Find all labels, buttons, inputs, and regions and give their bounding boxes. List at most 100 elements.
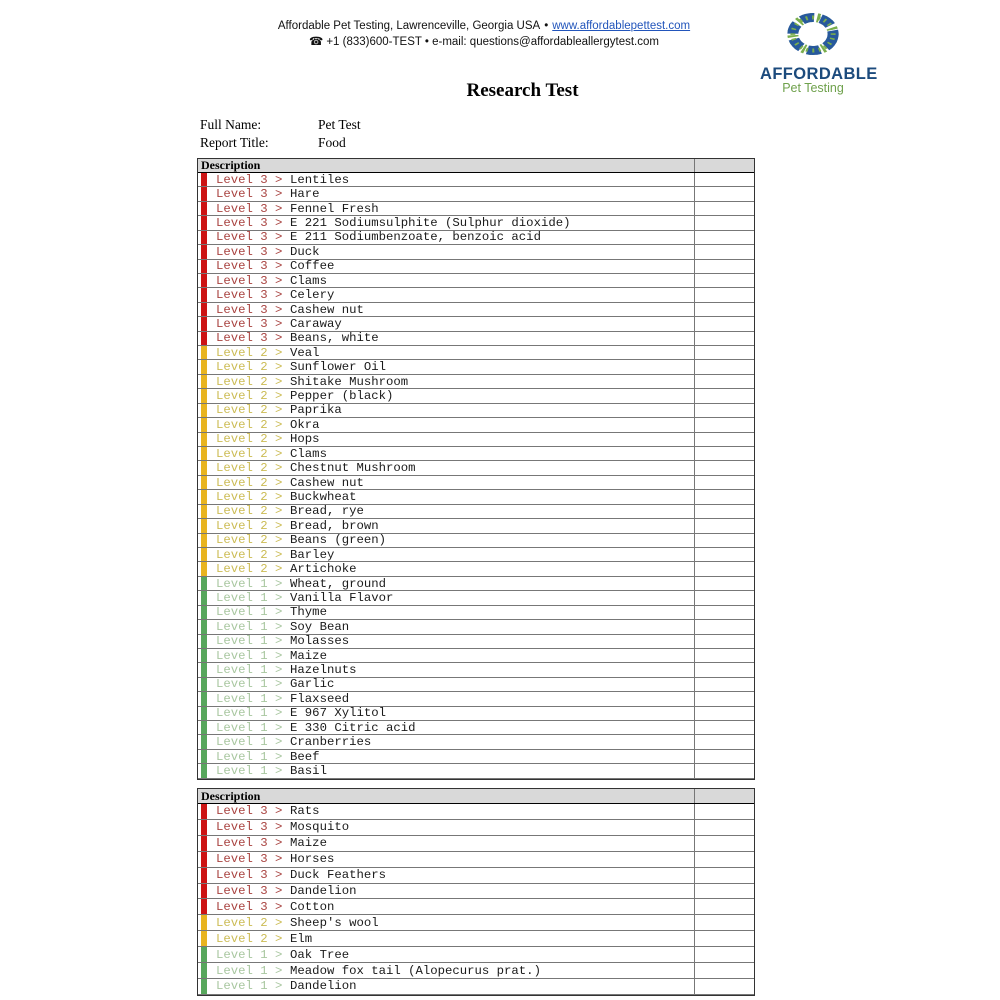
value-cell (694, 519, 754, 533)
level-1-color-bar (201, 591, 207, 605)
bullet-separator: • (544, 20, 549, 32)
description-cell: Level 3 > Cashew nut (198, 302, 694, 317)
value-cell (694, 562, 754, 576)
item-label: Cotton (290, 899, 335, 914)
level-1-color-bar (201, 735, 207, 749)
level-label: Level 3 > (216, 288, 283, 302)
item-label: Artichoke (290, 562, 357, 576)
description-cell: Level 1 > Meadow fox tail (Alopecurus pra… (198, 963, 694, 978)
level-label: Level 2 > (216, 374, 283, 389)
table-row: Level 1 > Dandelion (198, 978, 754, 995)
table-row: Level 3 > Caraway (198, 317, 754, 332)
level-label: Level 1 > (216, 634, 283, 648)
description-cell: Level 2 > Bread, rye (198, 504, 694, 519)
item-label: Okra (290, 418, 320, 432)
level-label: Level 3 > (216, 230, 283, 245)
value-cell (694, 288, 754, 302)
description-cell: Level 2 > Shitake Mushroom (198, 374, 694, 389)
description-cell: Level 2 > Okra (198, 418, 694, 432)
level-label: Level 1 > (216, 677, 283, 692)
level-label: Level 3 > (216, 273, 283, 288)
level-label: Level 3 > (216, 259, 283, 273)
level-1-color-bar (201, 721, 207, 735)
description-cell: Level 2 > Cashew nut (198, 475, 694, 490)
value-cell (694, 978, 754, 994)
value-cell (694, 677, 754, 692)
description-cell: Level 1 > E 330 Citric acid (198, 721, 694, 735)
item-label: E 967 Xylitol (290, 706, 386, 721)
level-label: Level 3 > (216, 331, 283, 346)
value-cell (694, 764, 754, 778)
full-name-label: Full Name: (200, 117, 262, 132)
description-cell: Level 3 > Dandelion (198, 883, 694, 899)
table-row: Level 2 > Barley (198, 547, 754, 563)
level-2-color-bar (201, 447, 207, 461)
description-header: Description (201, 159, 261, 172)
level-3-color-bar (201, 187, 207, 201)
value-cell (694, 663, 754, 677)
level-label: Level 1 > (216, 663, 283, 677)
table-row: Level 1 > Hazelnuts (198, 663, 754, 678)
item-label: Chestnut Mushroom (290, 461, 416, 475)
report-title-value: Food (318, 134, 346, 150)
item-label: Bread, brown (290, 519, 379, 533)
description-cell: Level 3 > Clams (198, 273, 694, 288)
level-label: Level 1 > (216, 576, 283, 591)
value-header (694, 789, 754, 803)
table-row: Level 3 > Duck (198, 245, 754, 260)
level-label: Level 1 > (216, 591, 283, 605)
table-row: Level 3 > Coffee (198, 259, 754, 274)
report-info: Full Name: Pet Test Report Title: Food (200, 116, 361, 151)
description-cell: Level 2 > Sunflower Oil (198, 360, 694, 374)
value-cell (694, 706, 754, 721)
table-row: Level 2 > Buckwheat (198, 490, 754, 505)
description-cell: Level 3 > Celery (198, 288, 694, 302)
value-cell (694, 259, 754, 273)
company-logo: AFFORDABLE Pet Testing (760, 7, 877, 95)
description-cell: Level 2 > Paprika (198, 403, 694, 418)
level-label: Level 1 > (216, 764, 283, 778)
table-row: Level 3 > Rats (198, 804, 754, 820)
item-label: Veal (290, 346, 320, 360)
table-row: Level 2 > Pepper (black) (198, 389, 754, 404)
item-label: Rats (290, 804, 320, 819)
level-label: Level 3 > (216, 245, 283, 259)
level-3-color-bar (201, 851, 207, 867)
level-2-color-bar (201, 533, 207, 547)
level-1-color-bar (201, 620, 207, 634)
description-cell: Level 3 > Caraway (198, 317, 694, 331)
description-cell: Level 3 > Hare (198, 187, 694, 201)
item-label: E 330 Citric acid (290, 721, 416, 735)
table-row: Level 2 > Shitake Mushroom (198, 374, 754, 390)
value-cell (694, 273, 754, 288)
contact-line-1: Affordable Pet Testing, Lawrenceville, G… (0, 19, 968, 35)
item-label: Clams (290, 273, 327, 288)
description-cell: Level 3 > E 211 Sodiumbenzoate, benzoic a… (198, 230, 694, 245)
level-3-color-bar (201, 245, 207, 259)
contact-line-2: ☎ +1 (833)600-TEST • e-mail: questions@af… (0, 35, 968, 51)
value-cell (694, 389, 754, 403)
level-label: Level 2 > (216, 418, 283, 432)
item-label: Lentiles (290, 173, 350, 187)
value-cell (694, 591, 754, 605)
phone-and-email: +1 (833)600-TEST • e-mail: questions@aff… (326, 35, 659, 48)
level-2-color-bar (201, 915, 207, 931)
table-row: Level 2 > Paprika (198, 403, 754, 419)
item-label: Cranberries (290, 735, 372, 749)
item-label: Buckwheat (290, 490, 357, 504)
level-3-color-bar (201, 288, 207, 302)
level-3-color-bar (201, 273, 207, 288)
table-row: Level 1 > E 330 Citric acid (198, 721, 754, 736)
value-cell (694, 749, 754, 764)
table-row: Level 2 > Veal (198, 346, 754, 361)
level-2-color-bar (201, 389, 207, 403)
item-label: Clams (290, 447, 327, 461)
item-label: Beans, white (290, 331, 379, 346)
level-3-color-bar (201, 899, 207, 915)
value-cell (694, 605, 754, 620)
item-label: Dandelion (290, 979, 357, 994)
value-cell (694, 173, 754, 187)
level-label: Level 3 > (216, 899, 283, 914)
item-label: E 221 Sodiumsulphite (Sulphur dioxide) (290, 216, 571, 230)
website-link[interactable]: www.affordablepettest.com (552, 20, 691, 32)
